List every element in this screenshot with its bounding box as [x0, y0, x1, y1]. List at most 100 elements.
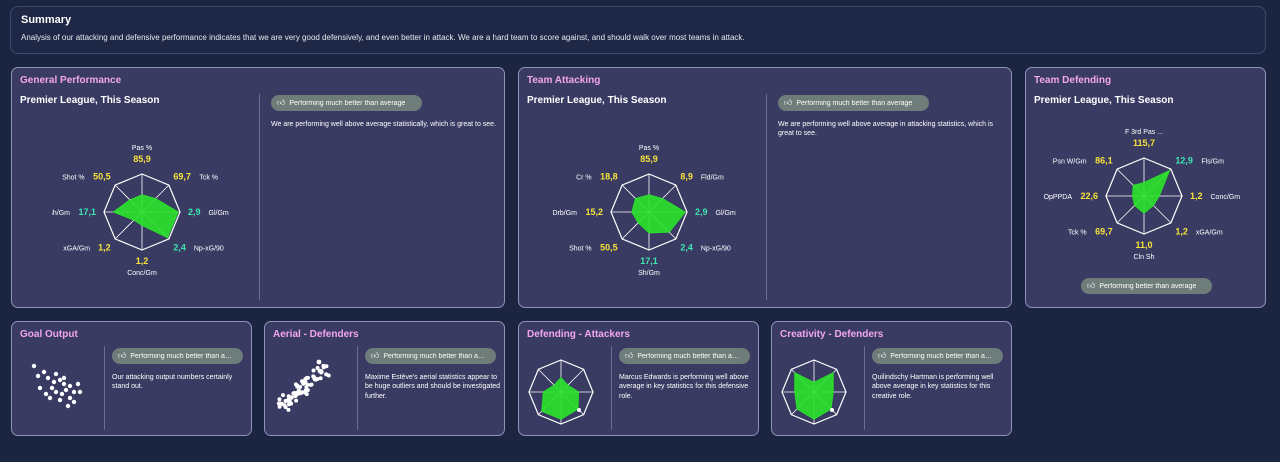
card-description: Marcus Edwards is performing well above …: [619, 374, 749, 400]
scatter-point: [75, 381, 81, 387]
scatter-point: [294, 398, 299, 403]
team-defending-card[interactable]: Team Defending Premier League, This Seas…: [1025, 67, 1266, 308]
thumbs-up-icon: 👍︎: [878, 351, 887, 360]
badge-label: Performing much better than average: [890, 352, 995, 360]
team-attacking-card[interactable]: Team Attacking Premier League, This Seas…: [518, 67, 1012, 308]
radar-axis-label: Psn W/Gm: [1053, 159, 1087, 166]
scatter-point: [305, 388, 310, 393]
card-title: General Performance: [20, 75, 122, 86]
scatter-point: [45, 375, 51, 381]
radar-axis-value: 86,1: [1095, 156, 1113, 166]
performance-badge: 👍︎ Performing much better than average: [271, 95, 422, 111]
radar-axis-value: 50,5: [600, 242, 618, 252]
scatter-point: [61, 381, 67, 387]
radar-axis-label: Shot %: [62, 175, 85, 182]
radar-axis-value: 115,7: [1133, 138, 1155, 148]
card-subtitle: Premier League, This Season: [20, 95, 160, 106]
radar-axis-value: 8,9: [680, 172, 693, 182]
radar-axis-label: Conc/Gm: [127, 270, 157, 277]
summary-title: Summary: [21, 14, 72, 26]
scatter-point: [276, 401, 281, 406]
card-description: Our attacking output numbers certainly s…: [112, 374, 233, 391]
radar-axis-value: 50,5: [93, 172, 111, 182]
radar-axis-value: 69,7: [1095, 226, 1113, 236]
performance-badge: 👍︎ Performing much better than average: [872, 348, 1003, 364]
badge-label: Performing much better than average: [796, 99, 913, 107]
radar-axis-label: Cr %: [576, 175, 592, 182]
scatter-point: [31, 363, 37, 369]
scatter-point: [277, 404, 282, 409]
scatter-point: [286, 394, 291, 399]
radar-axis-label: Gl/Gm: [209, 210, 229, 217]
divider: [766, 94, 767, 300]
thumbs-up-icon: 👍︎: [1087, 281, 1096, 290]
scatter-point: [309, 382, 314, 387]
radar-axis-label: Pas %: [639, 145, 659, 152]
scatter-point: [324, 364, 329, 369]
performance-badge: 👍︎ Performing much better than average: [365, 348, 496, 364]
creativity-defenders-card[interactable]: Creativity - Defenders 👍︎ Performing muc…: [771, 321, 1012, 436]
radar-axis-label: Cln Sh: [1133, 254, 1154, 261]
scatter-point: [315, 366, 320, 371]
scatter-point: [59, 391, 65, 397]
scatter-point: [43, 391, 49, 397]
radar-axis-value: 2,9: [188, 207, 201, 217]
card-title: Team Defending: [1034, 75, 1112, 86]
scatter-point: [47, 395, 53, 401]
scatter-point: [35, 373, 41, 379]
scatter-point: [57, 377, 63, 383]
radar-marker: [830, 408, 834, 412]
radar-axis-label: Sh/Gm: [52, 210, 70, 217]
defending-radar-chart: F 3rd Pas ... 115,7 12,9 Fls/Gm 1,2 Conc/Gm 1,…: [1044, 129, 1241, 261]
radar-axis-label: Fls/Gm: [1201, 159, 1224, 166]
radar-axis-value: 1,2: [98, 242, 111, 252]
defending-attackers-radar: [528, 359, 594, 425]
card-subtitle: Premier League, This Season: [527, 95, 667, 106]
radar-marker: [577, 408, 581, 412]
scatter-point: [280, 393, 285, 398]
divider: [357, 346, 358, 430]
scatter-point: [283, 399, 288, 404]
radar-axis-label: Gl/Gm: [716, 210, 736, 217]
scatter-point: [53, 389, 59, 395]
radar-axis-label: Tck %: [199, 175, 218, 182]
aerial-defenders-card[interactable]: Aerial - Defenders 👍︎ Performing much be…: [264, 321, 505, 436]
badge-label: Performing much better than average: [637, 352, 742, 360]
summary-panel: Summary Analysis of our attacking and de…: [10, 6, 1266, 54]
defending-attackers-card[interactable]: Defending - Attackers 👍︎ Performing much…: [518, 321, 759, 436]
scatter-point: [61, 375, 67, 381]
general-radar-chart: Pas % 85,9 69,7 Tck % 2,9 Gl/Gm 2,4 Np-xG/90 1,2…: [52, 145, 229, 277]
radar-axis-value: 2,4: [173, 242, 186, 252]
radar-axis-label: Shot %: [569, 245, 592, 252]
card-description: Maxime Estève's aerial statistics appear…: [365, 374, 501, 400]
card-description: We are performing well above average in …: [778, 121, 994, 138]
card-description: We are performing well above average sta…: [271, 121, 497, 128]
goal-output-card[interactable]: Goal Output 👍︎ Performing much better th…: [11, 321, 252, 436]
creativity-defenders-radar: [781, 359, 847, 425]
scatter-point: [321, 363, 326, 368]
scatter-point: [57, 397, 63, 403]
scatter-point: [77, 389, 83, 395]
radar-data-area: [794, 371, 834, 420]
summary-text: Analysis of our attacking and defensive …: [21, 33, 745, 42]
scatter-point: [299, 379, 304, 384]
performance-badge: 👍︎ Performing much better than average: [778, 95, 929, 111]
radar-axis-value: 1,2: [1175, 226, 1188, 236]
general-performance-card[interactable]: General Performance Premier League, This…: [11, 67, 505, 308]
radar-data-area: [631, 194, 686, 234]
scatter-point: [67, 395, 73, 401]
thumbs-up-icon: 👍︎: [784, 98, 793, 107]
aerial-scatter: [276, 359, 331, 412]
scatter-point: [312, 375, 317, 380]
radar-axis-value: 85,9: [640, 154, 658, 164]
radar-axis-label: Sh/Gm: [638, 270, 660, 277]
card-title: Aerial - Defenders: [273, 329, 359, 340]
scatter-point: [37, 385, 43, 391]
radar-axis-value: 12,9: [1175, 156, 1193, 166]
scatter-outlier-point: [316, 359, 322, 365]
badge-label: Performing better than average: [1099, 282, 1197, 290]
scatter-point: [49, 385, 55, 391]
card-title: Goal Output: [20, 329, 78, 340]
scatter-point: [292, 391, 297, 396]
radar-axis-value: 11,0: [1135, 240, 1152, 250]
